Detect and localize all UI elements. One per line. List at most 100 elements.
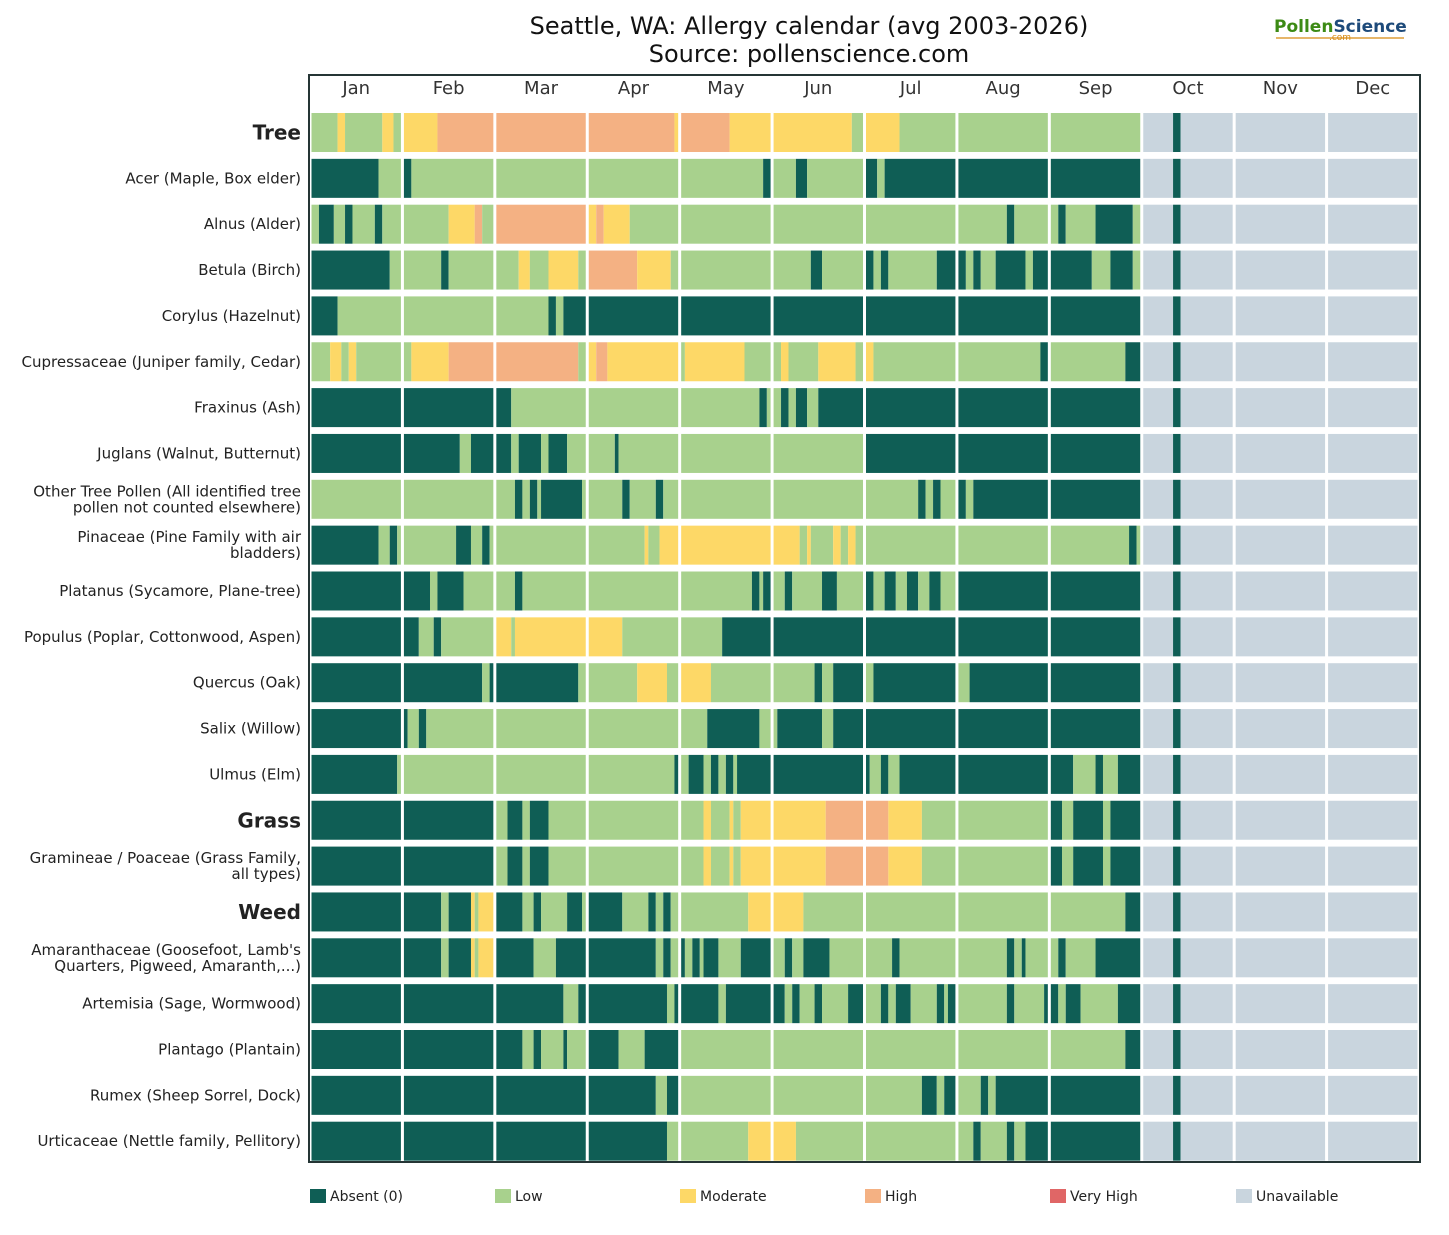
cell-grass-mar bbox=[507, 800, 523, 840]
cell-plantago-plantain-apr bbox=[618, 1030, 645, 1069]
cell-plantago-plantain-jan bbox=[311, 1030, 401, 1069]
cell-ulmus-elm-feb bbox=[403, 754, 494, 794]
cell-pinaceae-pine-family-with-air-bladders-apr bbox=[659, 525, 679, 565]
cell-populus-poplar-cottonwood-aspen-mar bbox=[511, 617, 515, 657]
cell-tree-jan bbox=[311, 113, 338, 152]
cell-cupressaceae-juniper-family-cedar-feb bbox=[411, 342, 449, 382]
cell-alnus-alder-feb bbox=[448, 204, 475, 244]
legend-label-low: Low bbox=[515, 1189, 543, 1205]
cell-ulmus-elm-aug bbox=[958, 754, 1048, 794]
cell-juglans-walnut-butternut-dec bbox=[1328, 433, 1418, 473]
cell-artemisia-sage-wormwood-jun bbox=[848, 984, 863, 1024]
row-weed bbox=[311, 892, 1418, 932]
cell-artemisia-sage-wormwood-jun bbox=[799, 984, 815, 1024]
cell-quercus-oak-apr bbox=[637, 663, 667, 703]
cell-grass-jun bbox=[825, 800, 863, 840]
cell-acer-maple-box-elder-mar bbox=[496, 158, 586, 198]
cell-pinaceae-pine-family-with-air-bladders-jun bbox=[840, 525, 849, 565]
cell-weed-oct bbox=[1143, 892, 1174, 932]
cell-salix-willow-feb bbox=[407, 709, 419, 749]
cell-rumex-sheep-sorrel-dock-jun bbox=[773, 1075, 863, 1115]
cell-quercus-oak-dec bbox=[1328, 663, 1418, 703]
cell-grass-sep bbox=[1110, 800, 1141, 840]
cell-weed-apr bbox=[670, 892, 679, 932]
cell-tree-may bbox=[681, 113, 730, 152]
cell-fraxinus-ash-sep bbox=[1050, 388, 1141, 428]
cell-artemisia-sage-wormwood-jun bbox=[784, 984, 793, 1024]
cell-artemisia-sage-wormwood-jul bbox=[944, 984, 948, 1024]
cell-acer-maple-box-elder-jul bbox=[884, 158, 956, 198]
cell-alnus-alder-feb bbox=[482, 204, 494, 244]
cell-weed-feb bbox=[403, 892, 442, 932]
cell-corylus-hazelnut-mar bbox=[563, 296, 586, 336]
cell-cupressaceae-juniper-family-cedar-dec bbox=[1328, 342, 1418, 382]
cell-quercus-oak-apr bbox=[666, 663, 679, 703]
cell-betula-birch-mar bbox=[529, 250, 549, 290]
cell-alnus-alder-sep bbox=[1050, 204, 1059, 244]
cell-corylus-hazelnut-nov bbox=[1235, 296, 1326, 336]
cell-amaranthaceae-goosefoot-lamb-s-quarters-pigweed-amaranth-feb bbox=[403, 938, 442, 978]
cell-plantago-plantain-feb bbox=[403, 1030, 494, 1069]
row-urticaceae-nettle-family-pellitory bbox=[311, 1121, 1418, 1161]
cell-amaranthaceae-goosefoot-lamb-s-quarters-pigweed-amaranth-sep bbox=[1050, 938, 1059, 978]
cell-rumex-sheep-sorrel-dock-oct bbox=[1173, 1075, 1181, 1115]
cell-betula-birch-sep bbox=[1050, 250, 1092, 290]
row-pinaceae-pine-family-with-air-bladders bbox=[311, 525, 1418, 565]
row-label-alnus-alder: Alnus (Alder) bbox=[204, 215, 301, 233]
cell-cupressaceae-juniper-family-cedar-oct bbox=[1143, 342, 1174, 382]
cell-other-tree-pollen-all-identified-tree-pollen-not-counted-elsewhere-jan bbox=[311, 479, 401, 519]
cell-quercus-oak-aug bbox=[969, 663, 1048, 703]
cell-weed-jun bbox=[773, 892, 804, 932]
cell-quercus-oak-jun bbox=[833, 663, 863, 703]
row-plantago-plantain bbox=[311, 1030, 1418, 1069]
cell-urticaceae-nettle-family-pellitory-jul bbox=[866, 1121, 956, 1161]
cell-urticaceae-nettle-family-pellitory-aug bbox=[1014, 1121, 1026, 1161]
cell-ulmus-elm-sep bbox=[1050, 754, 1074, 794]
cell-artemisia-sage-wormwood-jun bbox=[792, 984, 800, 1024]
cell-alnus-alder-apr bbox=[603, 204, 630, 244]
cell-tree-jul bbox=[899, 113, 956, 152]
cell-tree-jan bbox=[345, 113, 383, 152]
cell-salix-willow-jun bbox=[777, 709, 823, 749]
row-label-amaranthaceae-goosefoot-lamb-s-quarters-pigweed-amaranth: Amaranthaceae (Goosefoot, Lamb's Quarters… bbox=[31, 941, 301, 975]
cell-gramineae-poaceae-grass-family-all-types-sep bbox=[1073, 846, 1103, 886]
cell-acer-maple-box-elder-oct bbox=[1143, 158, 1174, 198]
cell-other-tree-pollen-all-identified-tree-pollen-not-counted-elsewhere-feb bbox=[403, 479, 494, 519]
cell-cupressaceae-juniper-family-cedar-jun bbox=[788, 342, 819, 382]
cell-grass-may bbox=[729, 800, 734, 840]
cell-pinaceae-pine-family-with-air-bladders-jul bbox=[866, 525, 956, 565]
cell-tree-jun bbox=[851, 113, 863, 152]
legend-swatch-absent-0 bbox=[310, 1189, 326, 1203]
cell-amaranthaceae-goosefoot-lamb-s-quarters-pigweed-amaranth-may bbox=[718, 938, 741, 978]
cell-plantago-plantain-sep bbox=[1125, 1030, 1141, 1069]
cell-ulmus-elm-dec bbox=[1328, 754, 1418, 794]
cell-alnus-alder-jul bbox=[866, 204, 956, 244]
cell-ulmus-elm-may bbox=[710, 754, 719, 794]
cell-quercus-oak-mar bbox=[578, 663, 586, 703]
cell-fraxinus-ash-may bbox=[681, 388, 760, 428]
cell-artemisia-sage-wormwood-jan bbox=[311, 984, 401, 1024]
cell-alnus-alder-apr bbox=[629, 204, 679, 244]
cell-other-tree-pollen-all-identified-tree-pollen-not-counted-elsewhere-aug bbox=[958, 479, 966, 519]
cell-plantago-plantain-may bbox=[681, 1030, 771, 1069]
cell-amaranthaceae-goosefoot-lamb-s-quarters-pigweed-amaranth-aug bbox=[958, 938, 1007, 978]
cell-grass-jul bbox=[888, 800, 922, 840]
cell-rumex-sheep-sorrel-dock-aug bbox=[988, 1075, 996, 1115]
cell-urticaceae-nettle-family-pellitory-mar bbox=[496, 1121, 586, 1161]
row-populus-poplar-cottonwood-aspen bbox=[311, 617, 1418, 657]
cell-rumex-sheep-sorrel-dock-may bbox=[681, 1075, 771, 1115]
cell-gramineae-poaceae-grass-family-all-types-may bbox=[740, 846, 771, 886]
cell-pinaceae-pine-family-with-air-bladders-jan bbox=[397, 525, 401, 565]
cell-pinaceae-pine-family-with-air-bladders-apr bbox=[648, 525, 660, 565]
cell-acer-maple-box-elder-feb bbox=[411, 158, 494, 198]
row-label-other-tree-pollen-all-identified-tree-pollen-not-counted-elsewhere: Other Tree Pollen (All identified tree po… bbox=[33, 482, 301, 516]
cell-ulmus-elm-sep bbox=[1102, 754, 1118, 794]
cell-quercus-oak-may bbox=[710, 663, 771, 703]
cell-pinaceae-pine-family-with-air-bladders-feb bbox=[403, 525, 457, 565]
cell-tree-feb bbox=[403, 113, 438, 152]
row-label-pinaceae-pine-family-with-air-bladders: Pinaceae (Pine Family with air bladders) bbox=[77, 528, 301, 562]
cell-betula-birch-feb bbox=[448, 250, 494, 290]
cell-juglans-walnut-butternut-oct bbox=[1143, 433, 1174, 473]
cell-other-tree-pollen-all-identified-tree-pollen-not-counted-elsewhere-mar bbox=[496, 479, 515, 519]
cell-artemisia-sage-wormwood-jul bbox=[888, 984, 896, 1024]
